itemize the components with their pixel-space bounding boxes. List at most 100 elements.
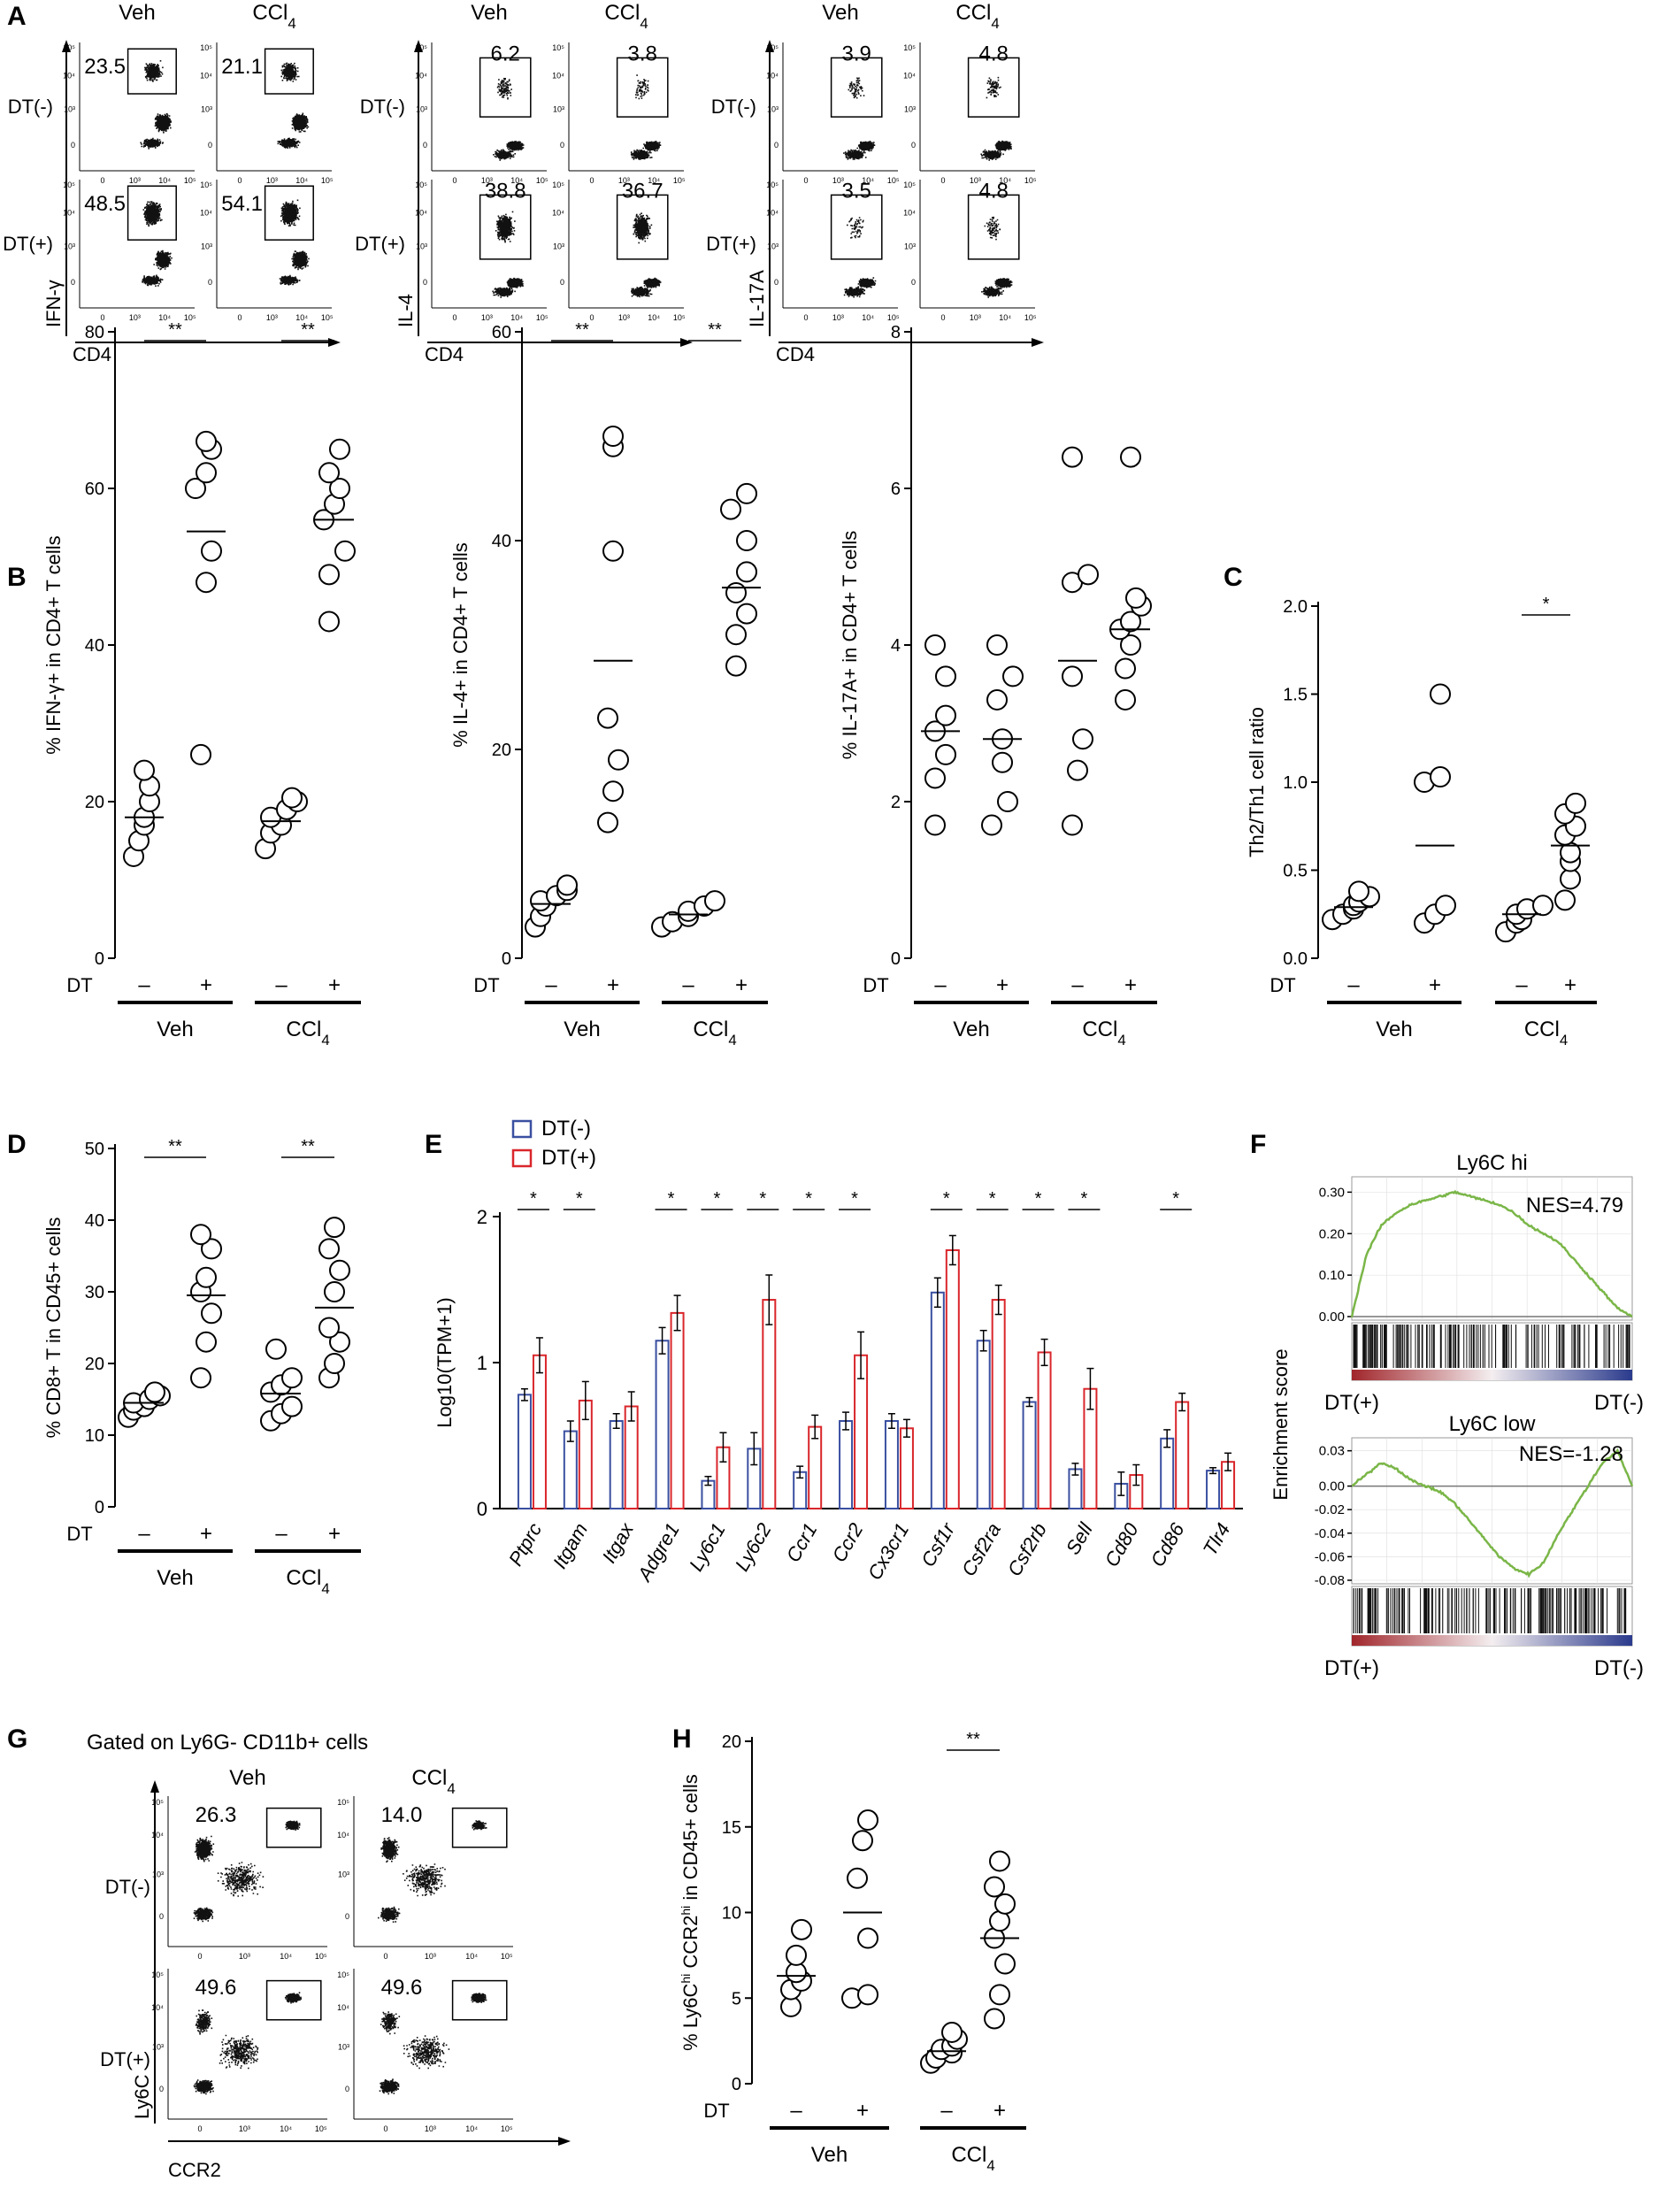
dot-plot-B2-point xyxy=(725,655,747,677)
dot-plot-B1-y-tick-label: 80 xyxy=(85,323,104,342)
flow-plot-A2: 0 0 10³ 10³ 10⁴ 10⁴ 10⁵ 10⁵ xyxy=(552,42,686,185)
panelA-row-label: DT(-) xyxy=(360,96,405,118)
barchart-x-label: Adgre1 xyxy=(633,1519,684,1586)
flow-y-tick: 0 xyxy=(423,278,427,287)
gsea-hi-es-curve xyxy=(1350,1189,1633,1318)
dot-plot-B2-point xyxy=(720,498,741,520)
dot-plot-B3-y-label: % IL-17A+ in CD4+ T cells xyxy=(839,531,861,759)
flow-y-tick: 10⁵ xyxy=(151,1970,164,1979)
flow-x-tick: 10⁵ xyxy=(1024,176,1037,185)
dot-plot-B1-point xyxy=(281,787,303,809)
flow-y-tick: 10³ xyxy=(338,2042,349,2051)
flow-y-tick: 10⁵ xyxy=(151,1798,164,1807)
gsea-hi-rank-bar xyxy=(1352,1370,1632,1380)
dot-plot-B2-dt-sign: – xyxy=(545,973,557,997)
flow-y-tick: 0 xyxy=(911,278,916,287)
gsea-hi-y-tick-label: 0.10 xyxy=(1319,1268,1345,1283)
dot-plot-C-group-label: CCl4 xyxy=(1524,1018,1568,1048)
panelA-row-label: DT(+) xyxy=(3,233,53,255)
dot-plot-B1-group-label: Veh xyxy=(157,1018,193,1041)
barchart-sig-label: * xyxy=(1081,1189,1088,1209)
flow-y-tick: 10⁵ xyxy=(415,180,427,189)
flow-y-tick: 10³ xyxy=(904,242,916,250)
flow-y-tick: 0 xyxy=(423,141,427,150)
dot-plot-D-dt-label: DT xyxy=(66,1523,92,1545)
flow-events xyxy=(142,201,173,287)
flow-x-tick: 10⁴ xyxy=(648,313,660,322)
dot-plot-D-point xyxy=(190,1367,211,1389)
flow-x-tick: 10³ xyxy=(425,1952,436,1961)
flow-plot-G: 0 0 10³ 10³ 10⁴ 10⁴ 10⁵ 10⁵ xyxy=(151,1969,327,2133)
barchart-sig-label: * xyxy=(576,1189,583,1209)
flow-y-tick: 10³ xyxy=(338,1870,349,1878)
flow-gate-value: 4.8 xyxy=(979,42,1009,65)
flow-y-tick: 10⁴ xyxy=(415,72,427,81)
dot-plot-B3-point xyxy=(992,751,1013,773)
flow-y-tick: 10⁵ xyxy=(766,43,779,52)
dot-plot-C-dt-label: DT xyxy=(1270,974,1295,996)
barchart-x-label: Ccr1 xyxy=(782,1519,822,1566)
flow-y-tick: 10⁴ xyxy=(63,209,75,218)
dot-plot-B3-dt-sign: + xyxy=(996,973,1009,997)
gsea-low-nes-label: NES=-1.28 xyxy=(1519,1442,1623,1466)
gsea-y-label: Enrichment score xyxy=(1270,1348,1292,1500)
flow-gate xyxy=(967,57,1020,118)
dot-plot-B1-point xyxy=(196,462,217,484)
flow-gate-value: 21.1 xyxy=(221,55,263,79)
dot-plot-H-point xyxy=(857,1809,878,1832)
flow-x-tick: 0 xyxy=(237,176,242,185)
dot-plot-B2-point xyxy=(597,707,618,729)
dot-plot-B3-point xyxy=(924,634,946,656)
barchart-x-label: Csf1r xyxy=(917,1518,960,1571)
flow-y-tick: 10⁵ xyxy=(200,180,212,189)
panelA-row-label: DT(+) xyxy=(355,233,405,255)
panelG-y-label: Ly6C xyxy=(131,2074,153,2119)
panelG-y-arrow-head xyxy=(150,1780,159,1793)
flow-x-tick: 10³ xyxy=(239,2124,250,2133)
barchart-sig-label: * xyxy=(805,1189,812,1209)
flow-y-tick: 10⁵ xyxy=(415,43,427,52)
dot-plot-C-point xyxy=(1348,880,1369,902)
flow-x-tick: 10⁴ xyxy=(295,313,308,322)
flow-y-tick: 0 xyxy=(71,141,75,150)
flow-x-tick: 10⁴ xyxy=(862,313,874,322)
panelG-title: Gated on Ly6G- CD11b+ cells xyxy=(87,1731,368,1755)
panelA-x-label: CD4 xyxy=(776,343,815,365)
dot-plot-B1-point xyxy=(329,438,350,460)
bar-DT(-) xyxy=(884,1420,899,1509)
dot-plot-B2-point xyxy=(608,749,629,771)
dot-plot-D-group-label: Veh xyxy=(157,1566,193,1590)
dot-plot-B2-point xyxy=(736,482,757,504)
flow-y-tick: 0 xyxy=(911,141,916,150)
dot-plot-H-point xyxy=(989,1984,1010,2006)
dot-plot-B3-point xyxy=(1120,634,1141,656)
dot-plot-B1-dt-sign: + xyxy=(328,973,341,997)
flow-y-tick: 0 xyxy=(345,1912,349,1921)
flow-x-tick: 0 xyxy=(803,176,808,185)
flow-y-tick: 10³ xyxy=(904,104,916,113)
flow-plot-A1: 0 0 10³ 10³ 10⁴ 10⁴ 10⁵ 10⁵ xyxy=(200,180,334,322)
flow-x-tick: 10⁵ xyxy=(501,2124,513,2133)
dot-plot-D-point xyxy=(281,1395,303,1417)
dot-plot-B2-point xyxy=(736,530,757,551)
flow-y-tick: 10⁴ xyxy=(552,72,564,81)
dot-plot-B3-dt-label: DT xyxy=(863,974,888,996)
flow-y-tick: 10⁵ xyxy=(63,43,75,52)
dot-plot-B2-point xyxy=(704,890,725,912)
flow-x-tick: 10⁵ xyxy=(315,2124,327,2133)
dot-plot-H-point xyxy=(994,1953,1016,1975)
flow-gate-value: 49.6 xyxy=(196,1976,237,2000)
flow-y-tick: 0 xyxy=(774,141,779,150)
dot-plot-B1-point xyxy=(190,743,211,765)
flow-gate-value: 48.5 xyxy=(84,192,126,216)
dot-plot-B1-y-tick-label: 40 xyxy=(85,636,104,656)
dot-plot-D-point xyxy=(324,1353,345,1374)
flow-gate-value: 3.9 xyxy=(842,42,871,65)
dot-plot-B1-point xyxy=(185,478,206,499)
bar-DT(+) xyxy=(532,1354,547,1509)
dot-plot-B2-point xyxy=(725,624,747,646)
barchart-y-tick-label: 1 xyxy=(477,1352,487,1374)
flow-gate xyxy=(616,194,669,260)
dot-plot-B1-point xyxy=(201,540,222,562)
